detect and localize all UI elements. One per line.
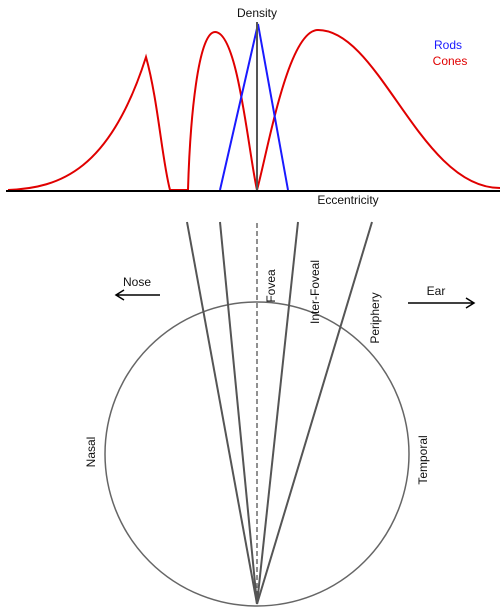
ear-arrow bbox=[408, 297, 476, 309]
cones-legend: Cones bbox=[433, 54, 468, 68]
rods-legend: Rods bbox=[434, 38, 462, 52]
density-label: Density bbox=[237, 6, 277, 20]
nose-arrow bbox=[114, 289, 160, 301]
periphery-label: Periphery bbox=[368, 292, 382, 343]
inter-foveal-label: Inter-Foveal bbox=[308, 260, 322, 324]
cones-curve bbox=[7, 28, 501, 191]
ray bbox=[256, 221, 299, 605]
nose-label: Nose bbox=[123, 275, 151, 289]
ray bbox=[219, 221, 258, 605]
eye bbox=[104, 301, 410, 607]
fovea-label: Fovea bbox=[264, 269, 278, 303]
rays bbox=[186, 221, 373, 605]
ear-label: Ear bbox=[427, 284, 446, 298]
nasal-label: Nasal bbox=[84, 437, 98, 468]
ray bbox=[186, 221, 258, 605]
ray bbox=[256, 221, 373, 605]
eccentricity-label: Eccentricity bbox=[317, 193, 378, 207]
temporal-label: Temporal bbox=[416, 435, 430, 484]
